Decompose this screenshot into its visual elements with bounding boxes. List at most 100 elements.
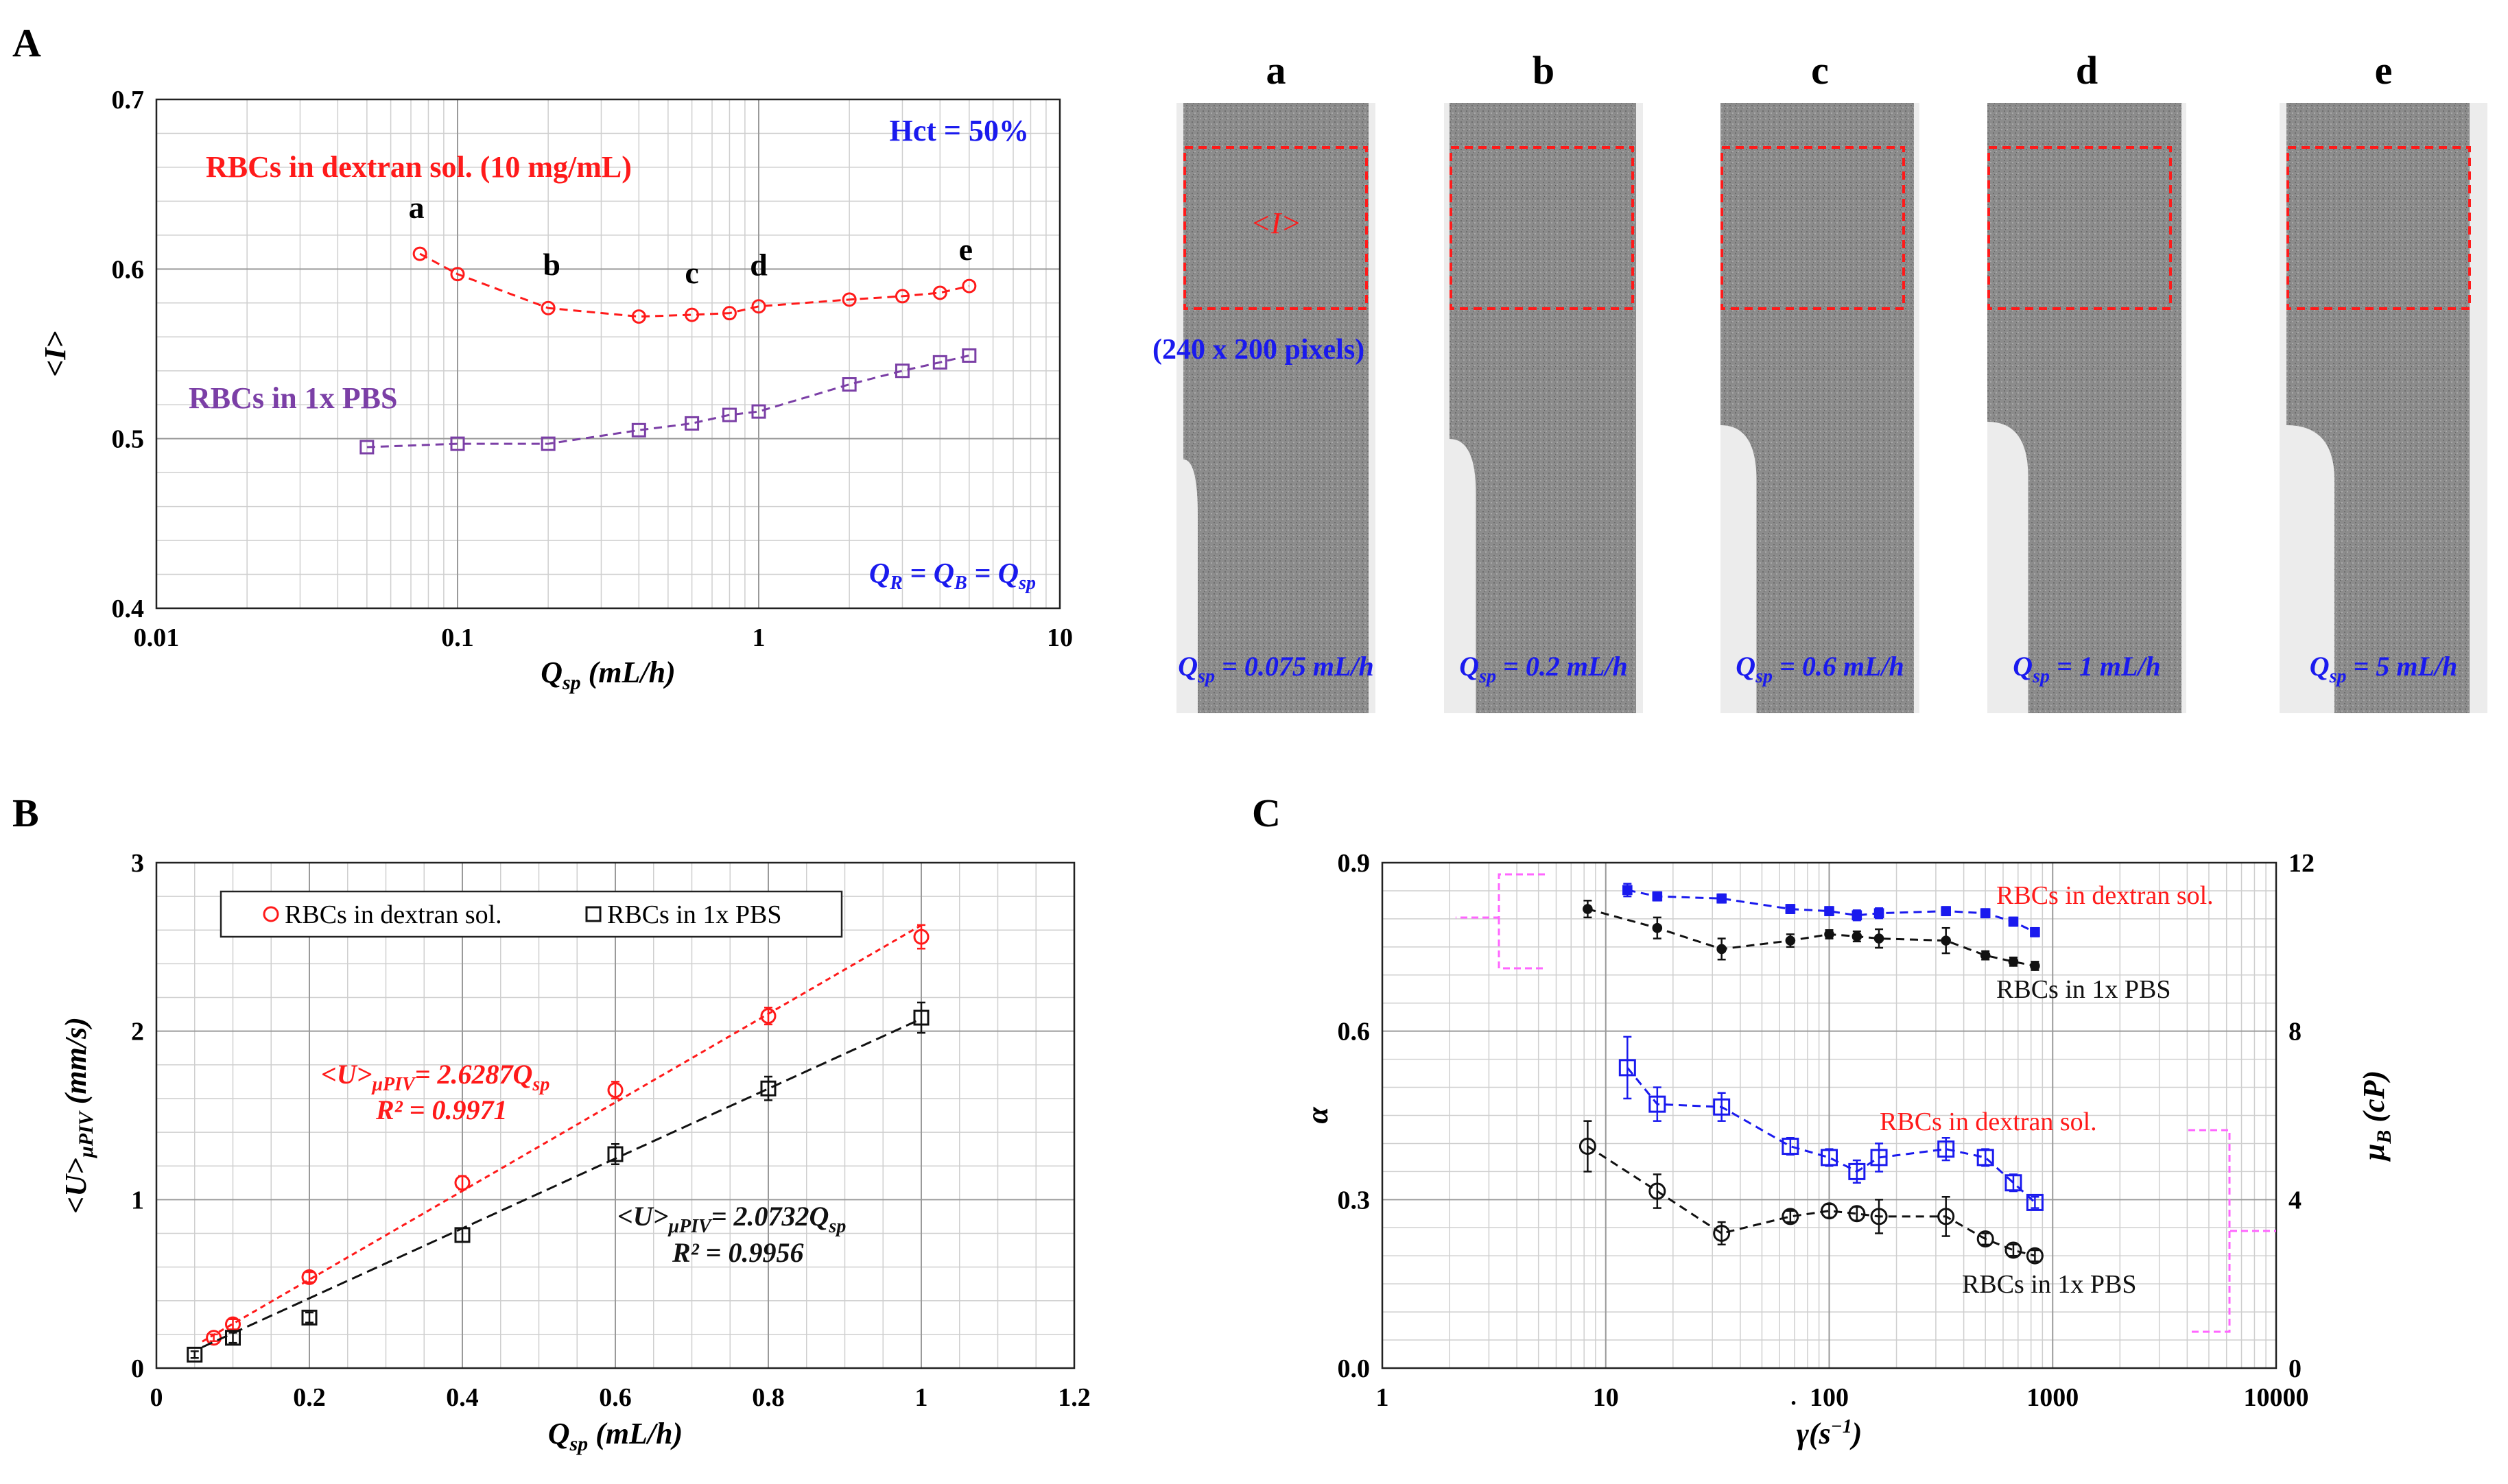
x-tick-label: 1 — [915, 1383, 928, 1412]
data-point — [751, 299, 766, 314]
panel-letter-b: B — [12, 791, 39, 835]
plot-frame — [155, 98, 1061, 610]
data-point — [722, 306, 737, 321]
data-point — [631, 422, 646, 438]
data-point — [359, 440, 375, 455]
data-point — [2026, 1193, 2044, 1211]
data-point — [1652, 891, 1663, 902]
y-tick-label: 0.6 — [112, 255, 145, 284]
data-point — [187, 1346, 203, 1363]
micrograph-label-a: a — [1266, 48, 1286, 93]
data-point — [2026, 1247, 2044, 1265]
roi-box-d — [1987, 146, 2172, 310]
data-point — [1941, 906, 1951, 916]
x-tick-label: 10 — [1047, 623, 1073, 652]
chart-c: 1 10 100 1000 10000 0.0 0.3 0.6 0.9 0 4 8 12 γ(s−1)· α… — [1301, 849, 2395, 1450]
roi-box-e — [2286, 146, 2471, 310]
data-point — [722, 407, 737, 422]
data-point — [1873, 908, 1884, 919]
data-point — [842, 292, 857, 307]
x-tick-label: 0.1 — [441, 623, 474, 652]
panel-letter-c: C — [1252, 791, 1281, 835]
chart-a: 0.01 0.1 1 10 0.4 0.5 0.6 0.7 Qsp (mL/h) <I> Hct =… — [38, 86, 1073, 694]
y-tick-label: 0.5 — [112, 425, 145, 454]
data-point — [1583, 904, 1593, 914]
y-tick-label: 0.7 — [112, 86, 145, 115]
micrograph-a — [1183, 103, 1369, 713]
data-point — [1824, 906, 1834, 916]
point-label-d: d — [750, 248, 768, 283]
data-point — [1937, 1208, 1955, 1225]
fit-eq-dextran: <U>μPIV= 2.6287Qsp — [321, 1059, 549, 1095]
y2-tick-label: 0 — [2288, 1354, 2302, 1383]
data-point — [1870, 1208, 1888, 1225]
data-point — [913, 1009, 930, 1026]
roi-box-a — [1183, 146, 1368, 310]
x-axis-dot-accent: · — [1790, 1391, 1797, 1416]
data-point — [450, 267, 465, 282]
plot-frame — [1381, 861, 2278, 1369]
x-tick-label: 0 — [150, 1383, 163, 1412]
x-axis-label: Qsp (mL/h) — [548, 1417, 683, 1455]
bottom-pbs-label: RBCs in 1x PBS — [1962, 1270, 2137, 1299]
data-point — [454, 1175, 471, 1191]
data-point — [631, 309, 646, 324]
legend-box — [220, 890, 843, 938]
data-point — [1782, 1208, 1799, 1225]
chart-b: 0 0.2 0.4 0.6 0.8 1 1.2 0 1 2 3 Qsp (mL/h) <U>μPIV (… — [59, 849, 1091, 1455]
trend-line-3 — [1587, 1145, 2035, 1257]
data-point — [1713, 1098, 1731, 1116]
data-point — [685, 307, 700, 322]
data-point — [842, 377, 857, 392]
data-point — [607, 1082, 624, 1099]
fit-line-1 — [202, 1018, 922, 1348]
x-axis-label: γ(s−1) — [1797, 1416, 1862, 1450]
trend-line-1 — [366, 355, 970, 448]
y-axis-label: <U>μPIV (mm/s) — [59, 1017, 97, 1214]
micrograph-c — [1720, 103, 1914, 713]
top-dextran-label: RBCs in dextran sol. — [1996, 881, 2214, 910]
data-point — [1622, 885, 1633, 896]
data-point — [1976, 1149, 1994, 1166]
data-point — [1980, 908, 1991, 919]
x-tick-label: 10000 — [2244, 1383, 2309, 1412]
micrograph-strip: a Qsp = 0.075 mL/h b Qsp = 0.2 mL/h c Qsp = 0… — [1152, 48, 2487, 713]
data-point — [1648, 1095, 1666, 1113]
fit-eq-pbs: <U>μPIV= 2.0732Qsp — [617, 1201, 846, 1237]
x-axis-label: Qsp (mL/h) — [541, 656, 676, 694]
data-point — [1941, 935, 1951, 946]
x-tick-label: 0.8 — [752, 1383, 785, 1412]
micrograph-d — [1987, 103, 2181, 713]
data-point — [760, 1008, 777, 1025]
data-point — [751, 404, 766, 419]
data-point — [1852, 931, 1862, 942]
y2-tick-label: 4 — [2288, 1186, 2302, 1214]
micrograph-label-c: c — [1811, 48, 1829, 93]
data-point — [1870, 1149, 1888, 1166]
top-pbs-label: RBCs in 1x PBS — [1996, 975, 2171, 1004]
data-point — [962, 348, 977, 363]
left-axis-brace — [1456, 873, 1545, 970]
micrograph-label-b: b — [1533, 48, 1554, 93]
data-point — [412, 246, 427, 261]
legend-marker-dextran — [263, 906, 279, 922]
data-point — [1782, 1138, 1799, 1156]
data-point — [1848, 1162, 1866, 1180]
y-tick-label: 0.3 — [1338, 1186, 1371, 1214]
hct-label: Hct = 50% — [890, 114, 1029, 147]
y-tick-label: 0.6 — [1338, 1018, 1371, 1046]
roi-size-label: (240 x 200 pixels) — [1152, 334, 1364, 366]
x-tick-label: 1.2 — [1058, 1383, 1091, 1412]
fit-r2-pbs: R² = 0.9956 — [672, 1237, 803, 1268]
x-tick-label: 1000 — [2026, 1383, 2079, 1412]
data-point — [1785, 904, 1796, 914]
y-tick-label: 2 — [131, 1018, 144, 1046]
micrograph-caption-c: Qsp = 0.6 mL/h — [1736, 651, 1904, 687]
data-point — [1976, 1230, 1994, 1248]
data-point — [1821, 1149, 1838, 1166]
data-point — [1713, 1224, 1731, 1242]
data-point — [1824, 929, 1834, 940]
y2-tick-label: 8 — [2288, 1018, 2302, 1046]
x-tick-label: 0.01 — [134, 623, 180, 652]
